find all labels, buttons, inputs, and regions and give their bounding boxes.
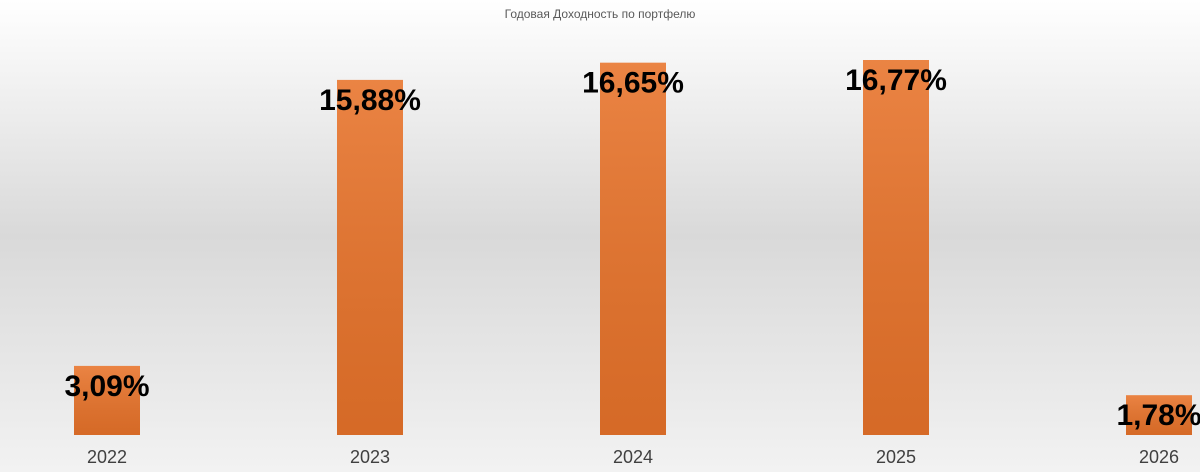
x-tick-label: 2022	[87, 447, 127, 467]
chart-title: Годовая Доходность по портфелю	[505, 7, 696, 21]
data-label: 15,88%	[319, 84, 421, 117]
bar-shade	[337, 79, 403, 435]
x-tick-label: 2023	[350, 447, 390, 467]
bar-shade	[863, 60, 929, 435]
x-tick-label: 2024	[613, 447, 653, 467]
bar-shade	[1126, 395, 1192, 435]
data-label: 16,65%	[582, 67, 684, 100]
data-label: 1,78%	[1116, 399, 1200, 432]
bar-shade	[600, 62, 666, 436]
x-tick-label: 2026	[1139, 447, 1179, 467]
bar-shade	[74, 365, 140, 435]
data-label: 3,09%	[64, 370, 149, 403]
data-label: 16,77%	[845, 64, 947, 97]
x-tick-label: 2025	[876, 447, 916, 467]
